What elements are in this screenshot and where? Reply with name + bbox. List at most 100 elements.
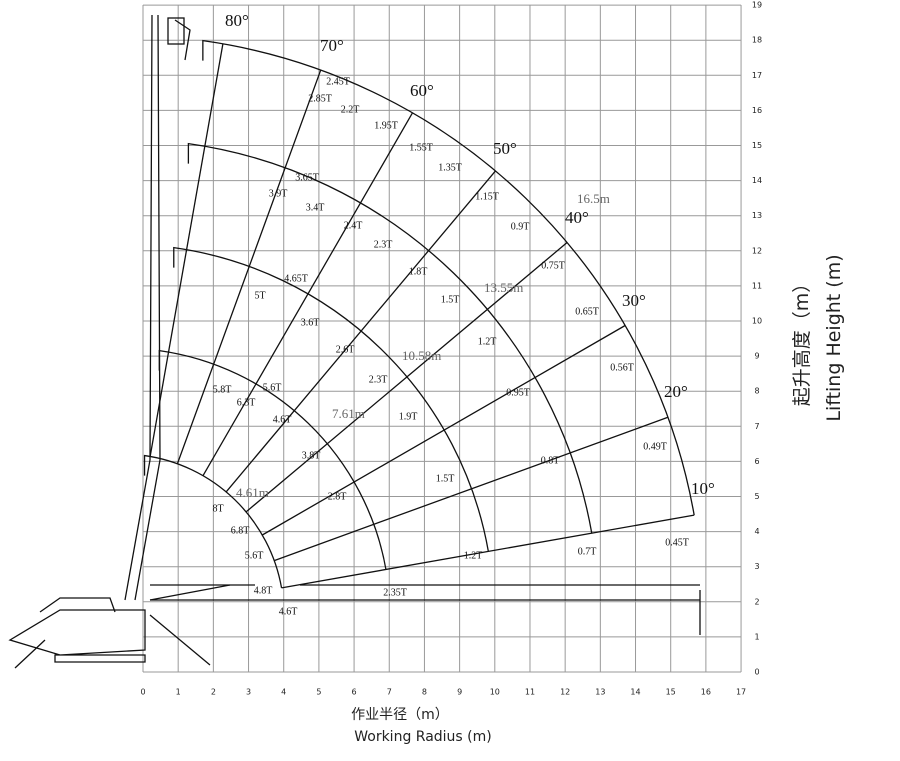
- x-tick-label: 4: [281, 688, 286, 697]
- y-tick-label: 18: [752, 36, 762, 45]
- load-label: 1.5T: [441, 294, 460, 305]
- x-tick-label: 3: [246, 688, 251, 697]
- y-tick-label: 14: [752, 176, 762, 185]
- crane: [8, 14, 701, 669]
- y-title-cn: 起升高度（m）: [791, 274, 813, 407]
- load-label: 2.6T: [336, 344, 355, 355]
- load-label: 5.6T: [245, 550, 264, 561]
- load-label: 3.6T: [301, 317, 320, 328]
- load-label: 0.45T: [665, 537, 689, 548]
- load-label: 5.8T: [213, 384, 232, 395]
- load-label: 0.56T: [610, 362, 634, 373]
- x-tick-label: 2: [211, 688, 216, 697]
- boom-arc: [202, 39, 695, 516]
- load-label: 3.4T: [306, 202, 325, 213]
- angle-label: 40°: [565, 208, 589, 227]
- load-label: 4.65T: [284, 273, 308, 284]
- load-label: 1.2T: [464, 550, 483, 561]
- angle-line: [274, 416, 669, 562]
- labels: 0 1 2 3 4 5 6 7 8 9 10 11 12 13 14 15 16 1701234567891011…: [140, 1, 762, 697]
- angle-line: [225, 170, 496, 493]
- load-label: 4.6T: [279, 606, 298, 617]
- load-label: 2.3T: [374, 239, 393, 250]
- x-tick-label: 1: [176, 688, 181, 697]
- load-label: 0.49T: [643, 441, 667, 452]
- load-label: 3.65T: [295, 172, 319, 183]
- load-label: 8T: [212, 503, 223, 514]
- load-label: 2.8T: [328, 491, 347, 502]
- y-tick-label: 15: [752, 141, 762, 150]
- load-label: 3.8T: [302, 450, 321, 461]
- load-label: 0.65T: [575, 306, 599, 317]
- grid: [142, 4, 742, 673]
- load-label: 6.3T: [237, 397, 256, 408]
- x-tick-label: 14: [630, 688, 640, 697]
- y-tick-label: 13: [752, 211, 762, 220]
- y-tick-label: 17: [752, 71, 762, 80]
- x-tick-label: 15: [666, 688, 676, 697]
- x-tick-label: 0: [140, 688, 145, 697]
- x-title-en: Working Radius (m): [354, 729, 492, 745]
- y-tick-label: 4: [754, 527, 759, 536]
- load-label: 1.9T: [399, 411, 418, 422]
- load-label: 5.6T: [263, 382, 282, 393]
- load-label: 3.9T: [269, 188, 288, 199]
- boom-length-label: 16.5m: [577, 191, 610, 206]
- load-label: 2.35T: [383, 587, 407, 598]
- load-label: 4.8T: [254, 585, 273, 596]
- x-tick-label: 12: [560, 688, 570, 697]
- x-tick-label: 5: [316, 688, 321, 697]
- load-label: 1.35T: [438, 162, 462, 173]
- angle-line: [202, 112, 414, 477]
- x-title-cn: 作业半径（m）: [351, 707, 449, 723]
- x-tick-label: 16: [701, 688, 711, 697]
- boom-arc: [158, 349, 387, 570]
- y-tick-label: 6: [754, 457, 759, 466]
- angle-label: 80°: [225, 11, 249, 30]
- x-tick-label: 8: [422, 688, 427, 697]
- angle-line: [149, 43, 224, 457]
- angle-label: 50°: [493, 139, 517, 158]
- boom-arc: [173, 246, 489, 552]
- load-label: 1.8T: [409, 266, 428, 277]
- y-tick-label: 8: [754, 387, 759, 396]
- load-label: 0.75T: [541, 260, 565, 271]
- y-tick-label: 5: [754, 492, 759, 501]
- angle-label: 10°: [691, 479, 715, 498]
- y-tick-label: 11: [752, 281, 762, 290]
- load-label: 1.5T: [436, 473, 455, 484]
- load-label: 2.2T: [341, 104, 360, 115]
- boom-length-label: 7.61m: [332, 406, 365, 421]
- y-tick-label: 1: [754, 632, 759, 641]
- y-tick-label: 10: [752, 317, 762, 326]
- y-tick-label: 2: [754, 597, 759, 606]
- angle-line: [281, 514, 695, 589]
- y-title-en: Lifting Height (m): [823, 254, 845, 421]
- x-tick-label: 13: [595, 688, 605, 697]
- boom-length-label: 4.61m: [236, 485, 269, 500]
- x-tick-label: 17: [736, 688, 746, 697]
- x-tick-label: 7: [387, 688, 392, 697]
- load-label: 0.7T: [578, 546, 597, 557]
- load-label: 0.95T: [506, 387, 530, 398]
- load-label: 2.45T: [326, 76, 350, 87]
- y-tick-label: 12: [752, 246, 762, 255]
- x-tick-label: 10: [490, 688, 500, 697]
- boom-geometry: [143, 39, 695, 589]
- angle-label: 20°: [664, 382, 688, 401]
- angle-label: 60°: [410, 81, 434, 100]
- y-tick-label: 0: [754, 668, 759, 677]
- load-label: 6.8T: [231, 525, 250, 536]
- angle-line: [261, 324, 626, 536]
- load-label: 1.15T: [475, 191, 499, 202]
- x-tick-label: 11: [525, 688, 535, 697]
- angle-label: 30°: [622, 291, 646, 310]
- y-tick-label: 16: [752, 106, 762, 115]
- angle-line: [176, 69, 322, 464]
- load-label: 0.8T: [541, 455, 560, 466]
- load-label: 1.2T: [478, 336, 497, 347]
- load-label: 5T: [254, 290, 265, 301]
- x-tick-label: 9: [457, 688, 462, 697]
- y-tick-label: 9: [754, 352, 759, 361]
